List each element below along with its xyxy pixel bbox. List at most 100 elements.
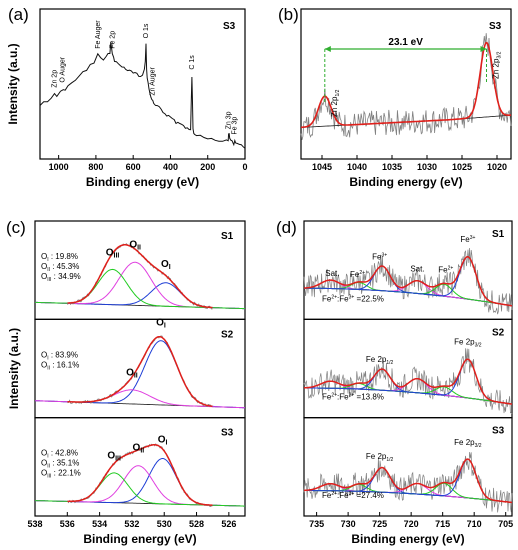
panel-c-component-sub: III <box>114 252 120 259</box>
panel-b-xaxis-tick-label: 1035 <box>382 162 402 172</box>
panel-d-xaxis-tick-label: 730 <box>341 519 356 529</box>
panel-c-ylabel: Intensity (a.u.) <box>7 328 21 409</box>
panel-c-fit-line <box>67 244 213 309</box>
panel-c-percent-sub: II <box>47 267 50 273</box>
panel-b-xaxis-tick-label: 1040 <box>347 162 367 172</box>
panel-d-fit-line <box>304 458 513 504</box>
panel-c-sample: S1 <box>221 231 234 242</box>
panel-d-ratio-sup: 2+ <box>331 491 337 497</box>
panel-d-ratio-value: =22.5% <box>354 294 384 303</box>
panel-c-percent-value: : 35.1% <box>50 459 79 468</box>
panel-c-component-label: OII <box>129 240 141 252</box>
panel-c-component-III <box>35 472 245 507</box>
panel-c-xaxis-tick-label: 530 <box>157 519 172 529</box>
panel-c-percent-label: OII : 16.1% <box>41 360 79 371</box>
panel-d-ratio-label: Fe2+:Fe3+ =13.8% <box>322 393 384 402</box>
panel-b-gap-label: 23.1 eV <box>388 37 423 48</box>
panel-c-percent-sub: II <box>47 464 50 470</box>
panel-b-fit-line <box>300 41 512 129</box>
panel-d-peak-sup: 2+ <box>359 270 365 276</box>
panel-d-peak-sub: 3/2 <box>475 343 482 349</box>
panel-b-label: (b) <box>278 5 299 24</box>
panel-a-xaxis-tick-label: 0 <box>242 162 247 172</box>
panel-c-percent-sub: I <box>47 454 48 460</box>
panel-a-annotation: Zn 2p <box>52 70 59 88</box>
panel-d-xaxis-tick-label: 710 <box>467 519 482 529</box>
panel-a-xaxis-tick-label: 600 <box>126 162 141 172</box>
panel-d-fit-line <box>304 358 513 405</box>
panel-a-xlabel: Binding energy (eV) <box>86 175 199 189</box>
panel-d-raw-line <box>303 247 513 315</box>
panel-c-percent-label: OII : 45.3% <box>41 262 79 273</box>
panel-b-peak-label: Zn 2p3/2 <box>492 51 503 79</box>
panel-c-percent-value: : 16.1% <box>50 360 79 369</box>
panel-c-percent-sub: III <box>47 277 51 283</box>
panel-c-percent-value: : 22.1% <box>51 469 80 478</box>
panel-c-label: (c) <box>6 218 26 237</box>
panel-d-raw-line <box>303 452 513 513</box>
panel-c-component-label: OI <box>161 259 171 271</box>
panel-d-ratio-label: Fe2+:Fe3+ =22.5% <box>322 294 384 303</box>
panel-c-percent-label: OIII : 34.9% <box>41 272 81 283</box>
panel-c-percent-sub: II <box>47 365 50 371</box>
panel-b-xlabel: Binding energy (eV) <box>349 175 462 189</box>
panel-c-percent-value: : 19.8% <box>49 252 78 261</box>
panel-c-component-I <box>35 282 245 310</box>
panel-d-raw-line <box>303 348 513 414</box>
panel-d-peak-label: Fe2+ <box>438 265 453 274</box>
panel-b-xaxis-tick-label: 1020 <box>487 162 507 172</box>
panel-c-component-sub: III <box>115 455 121 462</box>
panel-a-xaxis-tick-label: 800 <box>88 162 103 172</box>
panel-a-annotation: C 1s <box>189 55 196 70</box>
panel-d-peak-sup: 2+ <box>448 265 454 271</box>
panel-c-component-sub: II <box>140 447 144 454</box>
panel-c-component-label: OII <box>133 442 145 454</box>
panel-a-annotation: Zn 3p <box>226 111 233 129</box>
panel-d-peak-label: Fe 2p1/2 <box>366 452 394 463</box>
panel-a-annotation: O 1s <box>143 23 150 38</box>
panel-d-xaxis-tick-label: 725 <box>372 519 387 529</box>
panel-c-component-label: OI <box>156 318 166 330</box>
panel-c-percent-sub: I <box>47 355 48 361</box>
panel-c-component-label: OIII <box>106 247 120 259</box>
panel-c-xaxis-tick-label: 532 <box>124 519 139 529</box>
panel-c-xaxis-tick-label: 538 <box>27 519 42 529</box>
panel-c-xaxis-tick-label: 528 <box>189 519 204 529</box>
panel-d-ratio-value: =13.8% <box>354 393 384 402</box>
panel-d-ratio-mid: :Fe <box>337 393 349 402</box>
panel-c-fit-line <box>67 335 213 408</box>
panel-b-xaxis-tick-label: 1045 <box>312 162 332 172</box>
panel-c-xaxis-tick-label: 534 <box>92 519 107 529</box>
panel-a-label: (a) <box>8 5 29 24</box>
panel-b-peak-sub: 1/2 <box>335 89 341 96</box>
panel-d-peak-sub: 1/2 <box>386 457 393 463</box>
panel-b-gap-head-left <box>324 46 331 52</box>
panel-c-percent-label: OI : 19.8% <box>41 252 78 263</box>
panel-c-raw-line <box>67 335 213 408</box>
panel-d-ratio-label: Fe2+:Fe3+ =27.4% <box>322 491 384 500</box>
panel-c-percent-value: : 45.3% <box>50 262 79 271</box>
panel-d-ratio-sup: 3+ <box>349 393 355 399</box>
panel-c-component-sub: I <box>166 440 168 447</box>
panel-b-peak-sub: 3/2 <box>497 51 503 58</box>
panel-c-percent-sub: I <box>47 257 48 263</box>
panel-c-percent-label: OIII : 22.1% <box>41 469 81 480</box>
panel-d-subplot-frame <box>303 318 513 419</box>
panel-d-ratio-sup: 2+ <box>331 294 337 300</box>
panel-d-xlabel: Binding energy (eV) <box>351 532 464 546</box>
panel-c-component-sub: II <box>134 373 138 380</box>
panel-d-xaxis-tick-label: 735 <box>309 519 324 529</box>
panel-c-xaxis-tick-label: 526 <box>221 519 236 529</box>
panel-a-annotation: Fe 3p <box>232 117 239 135</box>
panel-d-ratio-mid: :Fe <box>337 491 349 500</box>
panel-a-xaxis-tick-label: 400 <box>163 162 178 172</box>
panel-b-peak-label: Zn 2p1/2 <box>330 89 341 117</box>
panel-d-peak-label: Fe2+ <box>350 270 365 279</box>
panel-d-peak-label: Fe 2p3/2 <box>454 338 482 349</box>
panel-d-ratio-sup: 2+ <box>331 393 337 399</box>
panel-c-component-label: OI <box>158 435 168 447</box>
panel-c-fit-line <box>67 444 213 506</box>
panel-d-xaxis-tick-label: 705 <box>498 519 513 529</box>
panel-c-xaxis-tick-label: 536 <box>60 519 75 529</box>
